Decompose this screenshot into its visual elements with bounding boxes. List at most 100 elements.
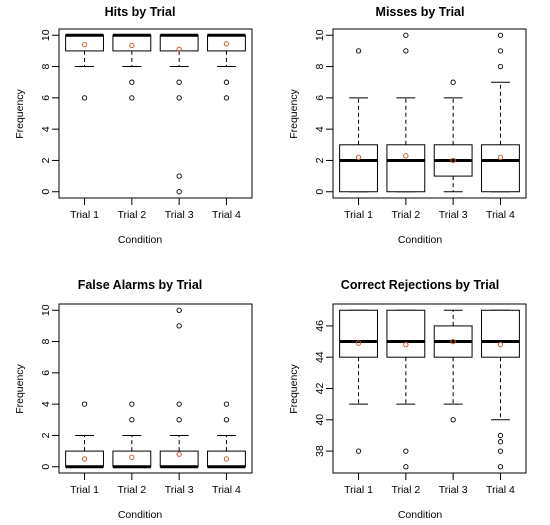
box-body [339, 309, 378, 358]
panel-misses: Misses by Trial Condition Frequency 0 2 4 6… [288, 5, 527, 246]
y-tick-label: 0 [40, 464, 52, 470]
panel-false-alarms: False Alarms by Trial Condition Frequenc… [14, 278, 253, 521]
x-axis-label: Condition [398, 234, 443, 246]
y-tick-label: 0 [314, 189, 326, 195]
x-tick-label: Trial 4 [212, 209, 241, 221]
outlier-point [81, 401, 88, 407]
outlier-point [129, 417, 135, 423]
box-body [386, 144, 426, 193]
y-axis-label: Frequency [14, 88, 26, 138]
box-body [339, 144, 378, 193]
box-body [481, 309, 520, 358]
panel-title: Correct Rejections by Trial [341, 278, 499, 292]
box-1 [65, 401, 104, 469]
mean-marker [497, 154, 504, 161]
outlier-point [403, 464, 409, 470]
x-tick-label: Trial 4 [486, 209, 515, 221]
x-tick-label: Trial 1 [344, 484, 373, 496]
outlier-point [450, 417, 456, 423]
outlier-point [176, 401, 182, 407]
y-tick-label: 6 [40, 95, 52, 101]
panel-correct-rejections: Correct Rejections by Trial Condition Fr… [288, 278, 527, 521]
panel-hits: Hits by Trial Condition Frequency 0 2 4 6 8 1… [14, 5, 253, 246]
outlier-point [403, 448, 409, 454]
outlier-point [176, 95, 182, 101]
outlier-point [497, 48, 504, 54]
mean-marker [450, 157, 456, 164]
outlier-point [176, 189, 182, 195]
y-tick-label: 8 [40, 338, 52, 344]
x-tick-label: Trial 1 [70, 209, 99, 221]
box-body [481, 144, 520, 193]
y-tick-label: 2 [40, 157, 52, 163]
x-tick-label: Trial 4 [486, 484, 515, 496]
y-tick-label: 40 [314, 414, 326, 426]
outlier-point [129, 401, 135, 407]
mean-marker [403, 153, 409, 159]
plot-area: 0 2 4 6 8 10 Trial 1 Trial 2 Trial 3 Trial 4 [314, 28, 527, 221]
mean-marker [355, 154, 362, 161]
x-tick-label: Trial 4 [212, 484, 241, 496]
x-tick-label: Trial 2 [117, 484, 146, 496]
plot-area: 38 40 42 44 46 Trial 1 Trial 2 Trial 3 Trial 4 [314, 303, 527, 496]
y-tick-label: 46 [314, 320, 326, 332]
box-2 [386, 309, 426, 470]
y-tick-label: 10 [314, 29, 326, 41]
y-tick-label: 4 [40, 401, 52, 407]
box-4 [207, 33, 246, 101]
plot-area: 0 2 4 6 8 10 Trial 1 Trial 2 Trial 3 Trial 4 [40, 28, 253, 221]
y-tick-label: 6 [40, 370, 52, 376]
outlier-point [497, 439, 504, 445]
y-axis-label: Frequency [288, 363, 300, 413]
outlier-point [223, 79, 230, 85]
box-2 [386, 32, 426, 193]
box-2 [112, 33, 152, 101]
box-body [65, 450, 104, 468]
outlier-point [176, 307, 182, 313]
mean-marker [81, 41, 88, 48]
y-tick-label: 10 [40, 304, 52, 316]
box-2 [112, 401, 152, 469]
mean-marker [129, 42, 135, 49]
outlier-point [176, 173, 182, 179]
outlier-point [355, 48, 362, 54]
y-tick-label: 2 [40, 432, 52, 438]
box-3 [159, 307, 199, 469]
x-tick-label: Trial 3 [439, 484, 468, 496]
y-axis-label: Frequency [14, 363, 26, 413]
x-tick-label: Trial 3 [165, 209, 194, 221]
box-body [112, 450, 152, 468]
outlier-point [403, 48, 409, 54]
x-tick-label: Trial 2 [117, 209, 146, 221]
y-axis-label: Frequency [288, 88, 300, 138]
mean-marker [176, 46, 182, 53]
mean-marker [450, 338, 456, 345]
x-tick-label: Trial 3 [439, 209, 468, 221]
y-tick-label: 38 [314, 445, 326, 457]
y-tick-label: 42 [314, 383, 326, 395]
mean-marker [129, 454, 135, 461]
x-axis-label: Condition [398, 509, 443, 521]
outlier-point [497, 448, 504, 454]
outlier-point [497, 432, 504, 439]
outlier-point [223, 417, 230, 423]
box-body [159, 34, 199, 52]
plot-frame [332, 28, 527, 199]
box-body [207, 34, 246, 52]
outlier-point [403, 32, 409, 38]
y-tick-label: 8 [40, 63, 52, 69]
outlier-point [223, 401, 230, 407]
outlier-point [176, 79, 182, 85]
y-tick-label: 0 [40, 189, 52, 195]
y-tick-label: 10 [40, 29, 52, 41]
mean-marker [497, 341, 504, 348]
outlier-point [176, 417, 182, 423]
mean-marker [223, 456, 230, 462]
box-body [65, 34, 104, 52]
mean-marker [403, 341, 409, 348]
x-axis-label: Condition [118, 234, 163, 246]
y-tick-label: 4 [40, 126, 52, 132]
mean-marker [176, 451, 182, 457]
outlier-point [497, 32, 504, 38]
mean-marker [81, 456, 88, 462]
